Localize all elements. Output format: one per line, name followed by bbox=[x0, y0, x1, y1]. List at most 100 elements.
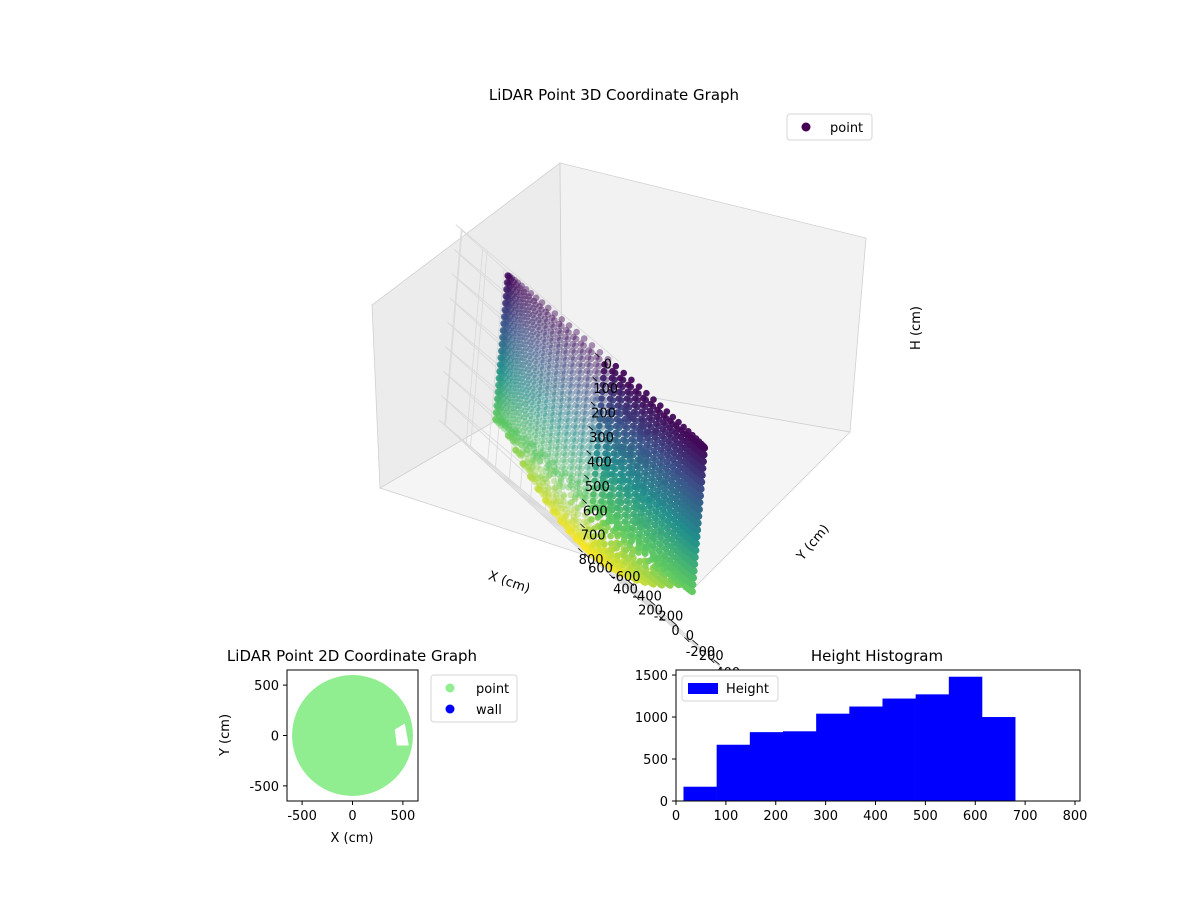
data-point-31 bbox=[499, 334, 507, 341]
data-point-1328 bbox=[601, 528, 609, 535]
data-point-554 bbox=[531, 357, 539, 365]
data-point-569 bbox=[531, 469, 539, 477]
data-point-976 bbox=[582, 487, 590, 495]
data-point-104 bbox=[495, 382, 503, 390]
data-point-1052 bbox=[575, 518, 583, 525]
data-point-301 bbox=[522, 292, 529, 300]
data-point-1926 bbox=[661, 559, 668, 566]
data-point-298 bbox=[506, 433, 514, 440]
data-point-1039 bbox=[573, 484, 581, 491]
data-point-758 bbox=[545, 484, 552, 492]
data-point-794 bbox=[562, 469, 569, 477]
data-point-1686 bbox=[636, 557, 644, 565]
data-point-579 bbox=[551, 317, 558, 324]
data-point-608 bbox=[542, 308, 549, 316]
data-point-91 bbox=[503, 293, 510, 301]
data-point-694 bbox=[539, 490, 546, 498]
z-tick-3d-1 bbox=[592, 377, 598, 382]
data-point-877 bbox=[567, 367, 574, 375]
data-point-701 bbox=[541, 492, 548, 499]
data-point-586 bbox=[546, 364, 554, 372]
data-point-565 bbox=[525, 433, 532, 440]
data-point-231 bbox=[507, 306, 515, 313]
data-point-1605 bbox=[628, 524, 636, 532]
data-point-9 bbox=[499, 333, 506, 341]
data-point-1909 bbox=[671, 443, 678, 450]
data-point-833 bbox=[557, 517, 565, 525]
y-tick-label-3d-5: 400 bbox=[613, 582, 638, 597]
data-point-327 bbox=[514, 312, 521, 320]
data-point-1196 bbox=[594, 443, 601, 450]
x-tick-label-hist-5: 500 bbox=[913, 809, 938, 824]
data-point-1107 bbox=[590, 381, 598, 389]
data-point-1798 bbox=[655, 480, 662, 488]
y-tick-label-hist-0: 0 bbox=[660, 795, 668, 810]
data-point-1185 bbox=[600, 367, 608, 375]
data-point-1166 bbox=[586, 533, 594, 540]
data-point-368 bbox=[517, 413, 524, 420]
data-point-596 bbox=[541, 433, 548, 440]
data-point-1594 bbox=[635, 449, 642, 457]
data-point-155 bbox=[510, 283, 518, 291]
data-point-414 bbox=[527, 356, 535, 363]
data-point-1731 bbox=[653, 420, 660, 428]
data-point-1025 bbox=[581, 388, 589, 395]
data-point-1439 bbox=[619, 450, 626, 457]
data-point-89 bbox=[504, 280, 511, 287]
data-point-169 bbox=[502, 379, 510, 387]
data-point-719 bbox=[556, 431, 564, 439]
histogram-bar-0 bbox=[683, 786, 717, 801]
data-point-380 bbox=[517, 323, 525, 330]
data-point-7 bbox=[500, 320, 507, 327]
data-point-2018 bbox=[679, 478, 686, 486]
data-point-683 bbox=[541, 403, 548, 411]
data-point-503 bbox=[521, 400, 529, 408]
x-tick-label-3d-3: 0 bbox=[686, 629, 694, 644]
data-point-995 bbox=[588, 444, 596, 452]
data-point-820 bbox=[552, 450, 559, 457]
data-point-1746 bbox=[644, 523, 651, 530]
data-point-19 bbox=[493, 402, 500, 409]
data-point-835 bbox=[555, 505, 562, 512]
data-point-920 bbox=[582, 410, 590, 418]
data-point-216 bbox=[506, 368, 514, 375]
data-point-704 bbox=[565, 329, 572, 336]
data-point-782 bbox=[566, 404, 574, 411]
data-point-1003 bbox=[572, 535, 580, 543]
data-point-910 bbox=[588, 342, 596, 349]
data-point-603 bbox=[536, 473, 544, 481]
data-point-800 bbox=[560, 493, 567, 500]
data-point-1002 bbox=[584, 492, 591, 500]
legend-3d-label: point bbox=[830, 121, 863, 136]
data-point-2012 bbox=[682, 437, 690, 445]
data-point-103 bbox=[496, 375, 503, 383]
data-point-533 bbox=[534, 427, 542, 435]
data-point-1444 bbox=[616, 484, 623, 491]
data-point-75 bbox=[501, 335, 508, 342]
data-point-491 bbox=[528, 318, 536, 326]
data-point-1794 bbox=[657, 453, 664, 461]
data-point-120 bbox=[502, 343, 510, 350]
data-point-394 bbox=[509, 418, 517, 426]
data-point-127 bbox=[498, 391, 506, 398]
grid-left-z-1 bbox=[453, 248, 617, 386]
data-point-268 bbox=[507, 405, 515, 413]
data-point-135 bbox=[504, 295, 511, 302]
data-point-107 bbox=[493, 403, 501, 410]
data-point-2324 bbox=[693, 540, 700, 548]
data-point-239 bbox=[503, 360, 510, 368]
data-point-664 bbox=[536, 482, 543, 490]
data-point-529 bbox=[536, 400, 544, 407]
grid-back-z-7 bbox=[441, 395, 581, 525]
data-point-122 bbox=[501, 357, 509, 364]
data-point-363 bbox=[520, 378, 527, 386]
data-point-265 bbox=[509, 385, 517, 392]
data-point-482 bbox=[517, 452, 525, 460]
data-point-49 bbox=[501, 306, 509, 314]
data-point-682 bbox=[541, 396, 549, 404]
data-point-1858 bbox=[663, 458, 671, 466]
data-point-28 bbox=[501, 313, 509, 321]
data-point-373 bbox=[514, 438, 521, 446]
data-point-616 bbox=[537, 363, 545, 371]
data-point-618 bbox=[536, 377, 544, 384]
